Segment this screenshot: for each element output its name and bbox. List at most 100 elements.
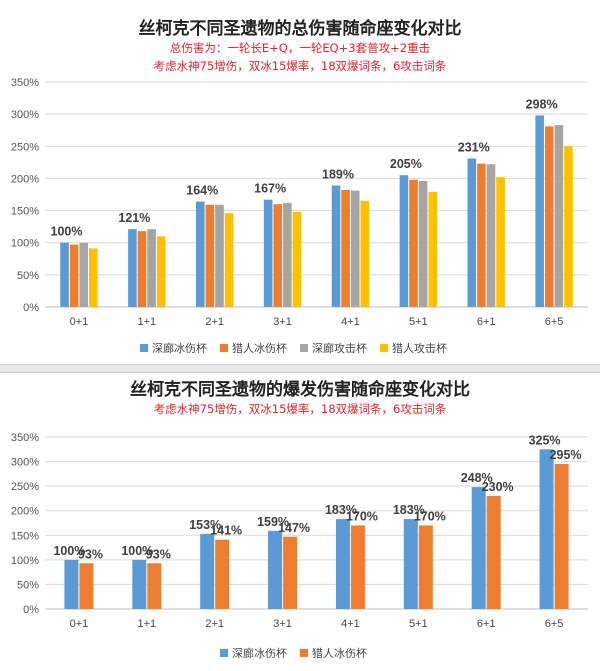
chart-panel-total-damage: 丝柯克不同圣遗物的总伤害随命座变化对比 总伤害为：一轮长E+Q，一轮EQ+3套普… bbox=[10, 18, 588, 355]
bar bbox=[79, 242, 89, 307]
bar bbox=[273, 204, 283, 307]
bar bbox=[554, 464, 569, 609]
legend-swatch bbox=[300, 649, 308, 657]
bar bbox=[205, 204, 215, 307]
data-label: 183% bbox=[393, 503, 425, 517]
bar bbox=[69, 244, 79, 307]
bar bbox=[496, 177, 505, 307]
x-tick-label: 6+5 bbox=[545, 316, 564, 328]
bar bbox=[60, 242, 69, 307]
x-tick-label: 3+1 bbox=[273, 316, 292, 328]
data-label: 183% bbox=[325, 503, 357, 517]
data-label: 164% bbox=[186, 184, 218, 198]
bar bbox=[418, 181, 428, 307]
bar bbox=[471, 487, 486, 609]
bar bbox=[544, 126, 554, 307]
bar bbox=[360, 200, 370, 307]
data-label: 100% bbox=[51, 225, 83, 239]
chart-burst-damage: 丝柯克不同圣遗物的爆发伤害随命座变化对比 考虑水神75增伤，双冰15爆率，18双… bbox=[11, 379, 588, 660]
bar bbox=[283, 202, 292, 307]
data-label: 100% bbox=[121, 544, 153, 558]
legend-swatch bbox=[220, 344, 228, 352]
chart-title: 丝柯克不同圣遗物的爆发伤害随命座变化对比 bbox=[130, 379, 470, 400]
x-tick-label: 1+1 bbox=[137, 316, 156, 328]
bar bbox=[428, 191, 438, 307]
bar bbox=[147, 229, 156, 307]
y-tick-label: 0% bbox=[23, 302, 39, 314]
bar bbox=[156, 236, 166, 307]
data-label: 298% bbox=[526, 97, 558, 111]
panel-divider bbox=[0, 364, 600, 373]
legend-swatch bbox=[220, 649, 228, 657]
data-label: 93% bbox=[78, 547, 103, 561]
x-tick-label: 4+1 bbox=[341, 316, 360, 328]
data-label: 147% bbox=[278, 521, 310, 535]
bar bbox=[486, 164, 496, 307]
bar bbox=[283, 536, 298, 609]
y-tick-label: 50% bbox=[17, 270, 39, 282]
bar bbox=[539, 449, 554, 609]
bar bbox=[195, 201, 205, 307]
x-tick-label: 2+1 bbox=[205, 618, 224, 630]
chart-subtitle-1: 总伤害为：一轮长E+Q，一轮EQ+3套普攻+2重击 bbox=[170, 41, 430, 55]
y-tick-label: 150% bbox=[11, 530, 39, 542]
bar bbox=[418, 525, 433, 609]
data-label: 189% bbox=[322, 168, 354, 182]
bar bbox=[128, 229, 137, 307]
data-label: 159% bbox=[257, 515, 289, 529]
bar bbox=[263, 199, 273, 307]
bar bbox=[268, 530, 283, 609]
bar bbox=[200, 533, 215, 609]
chart-title: 丝柯克不同圣遗物的总伤害随命座变化对比 bbox=[139, 18, 462, 39]
bar bbox=[341, 190, 350, 307]
x-tick-label: 1+1 bbox=[137, 618, 156, 630]
x-tick-label: 0+1 bbox=[70, 618, 89, 630]
y-tick-label: 100% bbox=[11, 555, 39, 567]
data-label: 121% bbox=[118, 211, 150, 225]
y-tick-label: 350% bbox=[11, 432, 39, 444]
y-tick-label: 200% bbox=[11, 173, 39, 185]
bar bbox=[409, 179, 418, 307]
bar bbox=[399, 175, 409, 307]
legend-swatch bbox=[300, 344, 308, 352]
y-tick-label: 250% bbox=[11, 481, 39, 493]
bar bbox=[564, 146, 573, 307]
legend-swatch bbox=[140, 344, 148, 352]
data-label: 230% bbox=[482, 480, 514, 494]
legend-label: 深廊冰伤杯 bbox=[152, 341, 207, 355]
data-label: 231% bbox=[458, 141, 490, 155]
bar bbox=[224, 213, 234, 307]
data-label: 167% bbox=[254, 182, 286, 196]
legend-label: 深廊攻击杯 bbox=[312, 341, 367, 355]
bar bbox=[467, 158, 477, 307]
legend-label: 深廊冰伤杯 bbox=[232, 646, 287, 660]
chart-subtitle-1: 考虑水神75增伤，双冰15爆率，18双爆词条，6攻击词条 bbox=[154, 402, 447, 416]
bar bbox=[137, 231, 147, 307]
x-tick-label: 2+1 bbox=[205, 316, 224, 328]
y-tick-label: 0% bbox=[23, 604, 39, 616]
legend-label: 猎人冰伤杯 bbox=[312, 646, 367, 660]
bar bbox=[403, 519, 418, 609]
legend-label: 猎人攻击杯 bbox=[392, 341, 447, 355]
y-tick-label: 50% bbox=[17, 579, 39, 591]
bar bbox=[331, 185, 341, 307]
data-label: 248% bbox=[461, 471, 493, 485]
y-tick-label: 150% bbox=[11, 206, 39, 218]
data-label: 141% bbox=[210, 524, 242, 538]
x-tick-label: 6+1 bbox=[477, 316, 496, 328]
bar bbox=[147, 563, 162, 609]
x-tick-label: 5+1 bbox=[409, 618, 428, 630]
y-tick-label: 300% bbox=[11, 457, 39, 469]
bar bbox=[215, 204, 224, 307]
y-tick-label: 250% bbox=[11, 141, 39, 153]
bar bbox=[215, 539, 230, 609]
x-tick-label: 3+1 bbox=[273, 618, 292, 630]
bar bbox=[292, 211, 302, 307]
data-label: 170% bbox=[414, 509, 446, 523]
bar bbox=[64, 559, 79, 609]
data-label: 93% bbox=[146, 547, 171, 561]
bar bbox=[79, 563, 94, 609]
bar bbox=[89, 248, 98, 307]
bar bbox=[477, 163, 486, 307]
x-tick-label: 6+5 bbox=[545, 618, 564, 630]
